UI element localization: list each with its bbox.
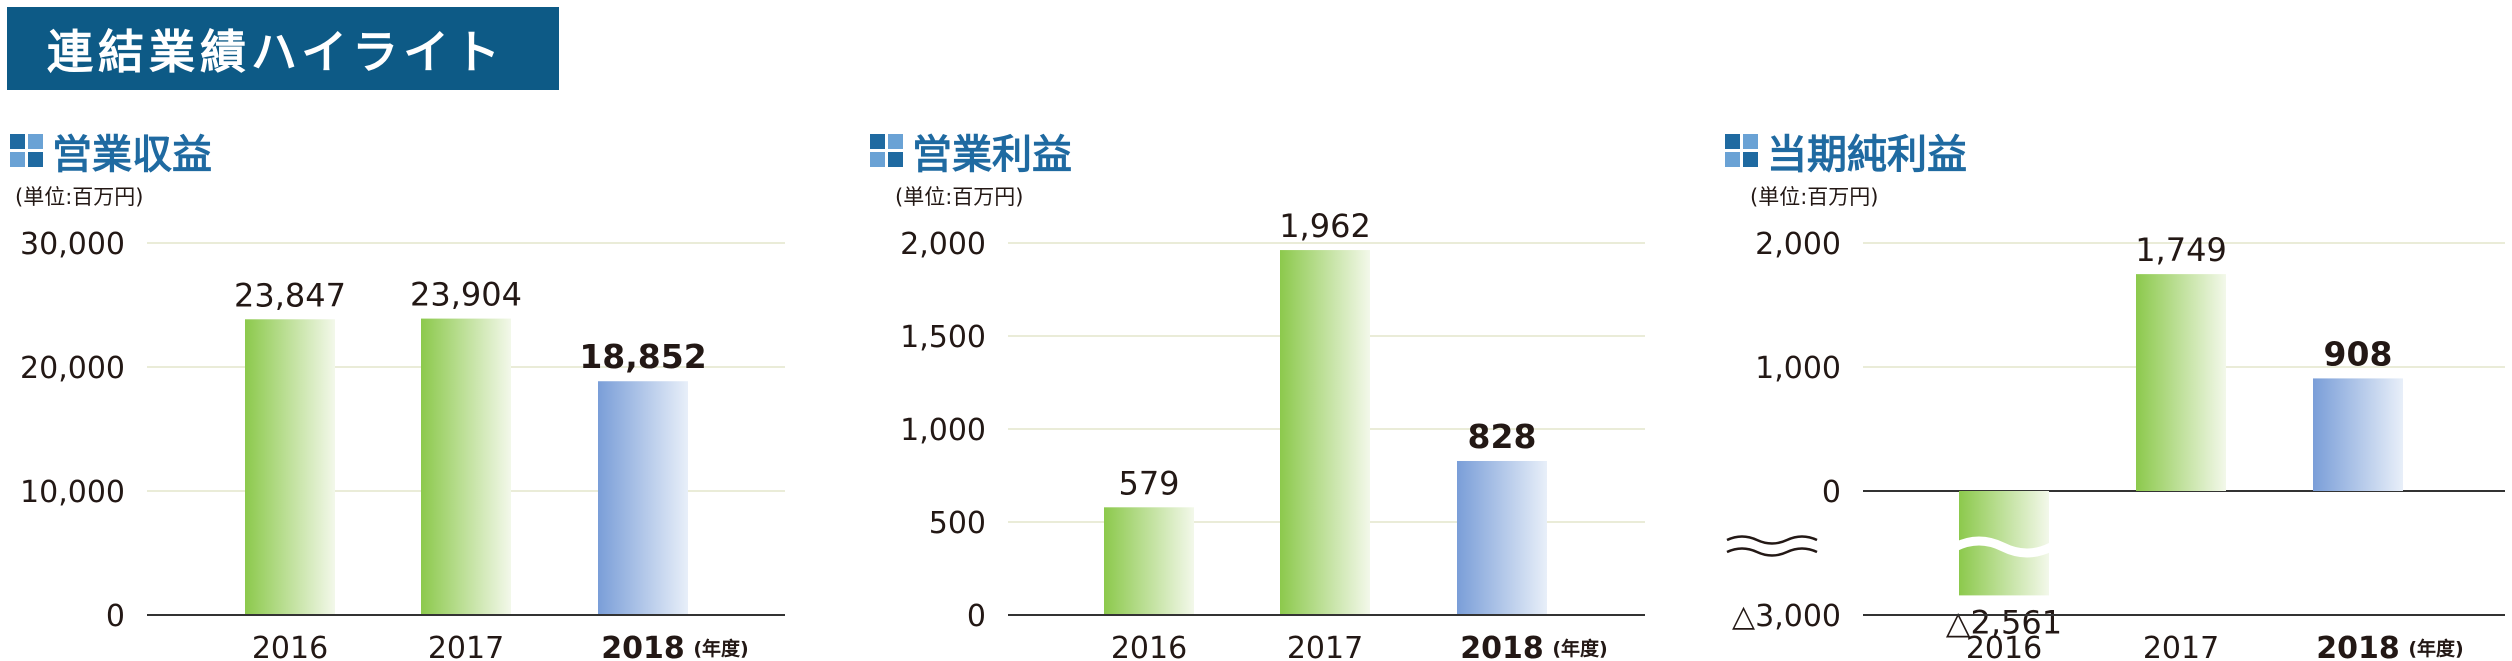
data-label: 23,904 (410, 276, 522, 314)
x-tick-label: 2017 (1287, 631, 1363, 661)
y-tick-label: 500 (929, 506, 986, 541)
unit-label: (単位:百万円) (895, 185, 1023, 209)
x-axis-unit: (年度) (693, 637, 748, 660)
bar (598, 381, 688, 615)
x-tick-label: 2016 (1966, 631, 2042, 661)
bar (245, 319, 335, 615)
x-tick-label: 2018 (601, 631, 685, 661)
chart-title: 営業収益 (52, 132, 212, 178)
section-title: 連結業績ハイライト (47, 24, 506, 79)
x-tick-label: 2018 (2316, 631, 2400, 661)
unit-label: (単位:百万円) (1750, 185, 1878, 209)
y-tick-label: 2,000 (1755, 227, 1841, 262)
operating-profit-chart: 営業利益 (単位:百万円) 2,000 1,500 1,000 500 0 579 2016 1,… (870, 132, 1645, 661)
data-label: 18,852 (579, 337, 706, 376)
unit-label: (単位:百万円) (15, 185, 143, 209)
bar (1104, 507, 1194, 615)
data-label: 828 (1468, 417, 1537, 456)
data-label: 579 (1118, 464, 1179, 502)
bar (1280, 250, 1370, 615)
y-tick-label: 0 (106, 599, 125, 634)
section-banner: 連結業績ハイライト (7, 7, 559, 90)
y-tick-label: 10,000 (20, 475, 125, 510)
y-tick-label: 0 (967, 599, 986, 634)
bar (2313, 378, 2403, 491)
x-tick-label: 2018 (1460, 631, 1544, 661)
title-icon (870, 134, 903, 167)
data-label: 1,962 (1279, 207, 1371, 245)
y-tick-label: 1,500 (900, 320, 986, 355)
axis-break-mark (1726, 535, 2054, 558)
net-income-chart: 当期純利益 (単位:百万円) 2,000 1,000 0 △3,000 △2,5612016… (1725, 132, 2505, 661)
bar (2136, 274, 2226, 491)
data-label: 908 (2324, 334, 2393, 373)
chart-title: 当期純利益 (1767, 132, 1967, 178)
y-tick-label: 1,000 (900, 413, 986, 448)
data-label: △2,561 (1946, 603, 2062, 641)
x-tick-label: 2016 (252, 631, 328, 661)
x-tick-label: 2016 (1111, 631, 1187, 661)
title-icon (1725, 134, 1758, 167)
title-icon (10, 134, 43, 167)
bar (1457, 460, 1547, 615)
x-tick-label: 2017 (2143, 631, 2219, 661)
y-tick-label: 30,000 (20, 227, 125, 262)
x-axis-unit: (年度) (2408, 637, 2463, 660)
x-tick-label: 2017 (428, 631, 504, 661)
y-tick-label: 1,000 (1755, 351, 1841, 386)
y-tick-label: 20,000 (20, 351, 125, 386)
bar (421, 318, 511, 615)
y-tick-label: △3,000 (1732, 599, 1841, 634)
x-axis-unit: (年度) (1552, 637, 1607, 660)
y-tick-label: 2,000 (900, 227, 986, 262)
y-tick-label: 0 (1822, 475, 1841, 510)
chart-title: 営業利益 (912, 132, 1072, 178)
data-label: 23,847 (234, 276, 346, 314)
operating-revenue-chart: 営業収益 (単位:百万円) 30,000 20,000 10,000 0 23,847 201… (10, 132, 785, 661)
data-label: 1,749 (2135, 231, 2227, 269)
